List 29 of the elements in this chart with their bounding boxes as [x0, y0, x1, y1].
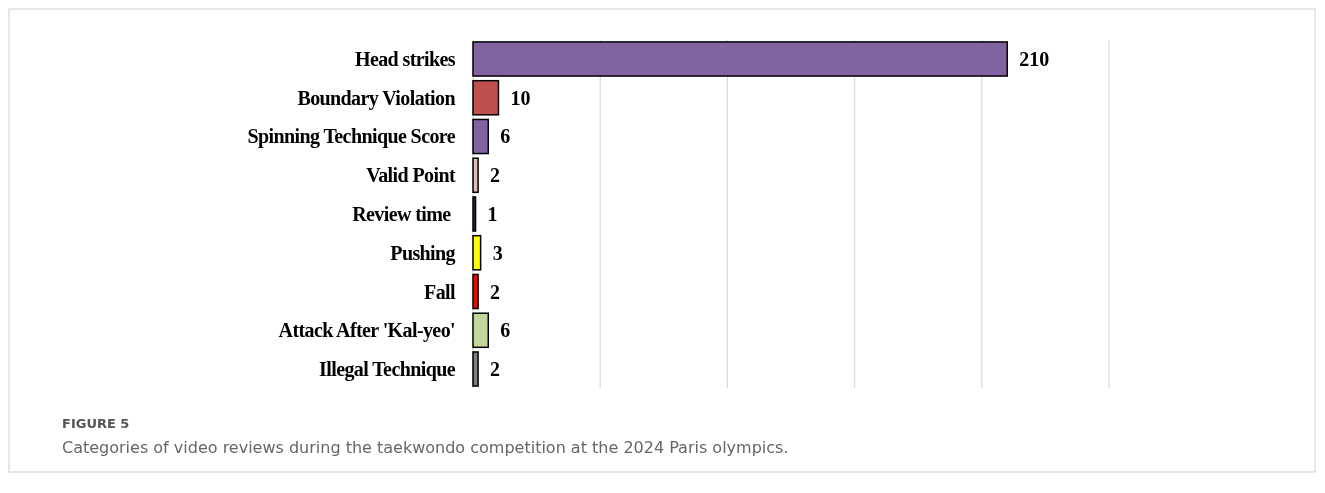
bar [472, 196, 477, 232]
bar [472, 351, 479, 387]
bar [472, 273, 479, 310]
y-tick-label: Review time [352, 203, 455, 225]
data-label: 6 [500, 319, 511, 342]
data-label: 210 [1019, 47, 1050, 70]
data-label: 2 [490, 280, 501, 303]
data-label: 2 [490, 358, 501, 381]
y-tick-label: Spinning Technique Score [247, 125, 456, 149]
y-tick-label: Attack After 'Kal-yeo' [278, 319, 456, 343]
bar [472, 79, 500, 116]
bar [472, 312, 490, 349]
data-label: 2 [490, 164, 501, 187]
y-tick-label: Head strikes [354, 47, 456, 70]
bar [472, 41, 1008, 77]
data-label: 10 [510, 86, 531, 109]
bar [472, 157, 479, 194]
y-tick-label: Fall [424, 280, 457, 303]
data-label: 1 [487, 203, 498, 225]
caption: FIGURE 5 [62, 416, 130, 431]
bar [472, 118, 490, 155]
text: Categories of video reviews during the taekwondo competition at the 2024 Paris olympics. [62, 438, 789, 457]
data-label: 6 [500, 125, 511, 148]
data-label: 3 [492, 241, 503, 264]
bar [472, 234, 482, 271]
y-tick-label: Valid Point [366, 164, 456, 187]
y-tick-label: Boundary Violation [297, 86, 456, 110]
y-tick-label: Illegal Technique [319, 358, 456, 382]
y-tick-label: Pushing [390, 241, 456, 265]
